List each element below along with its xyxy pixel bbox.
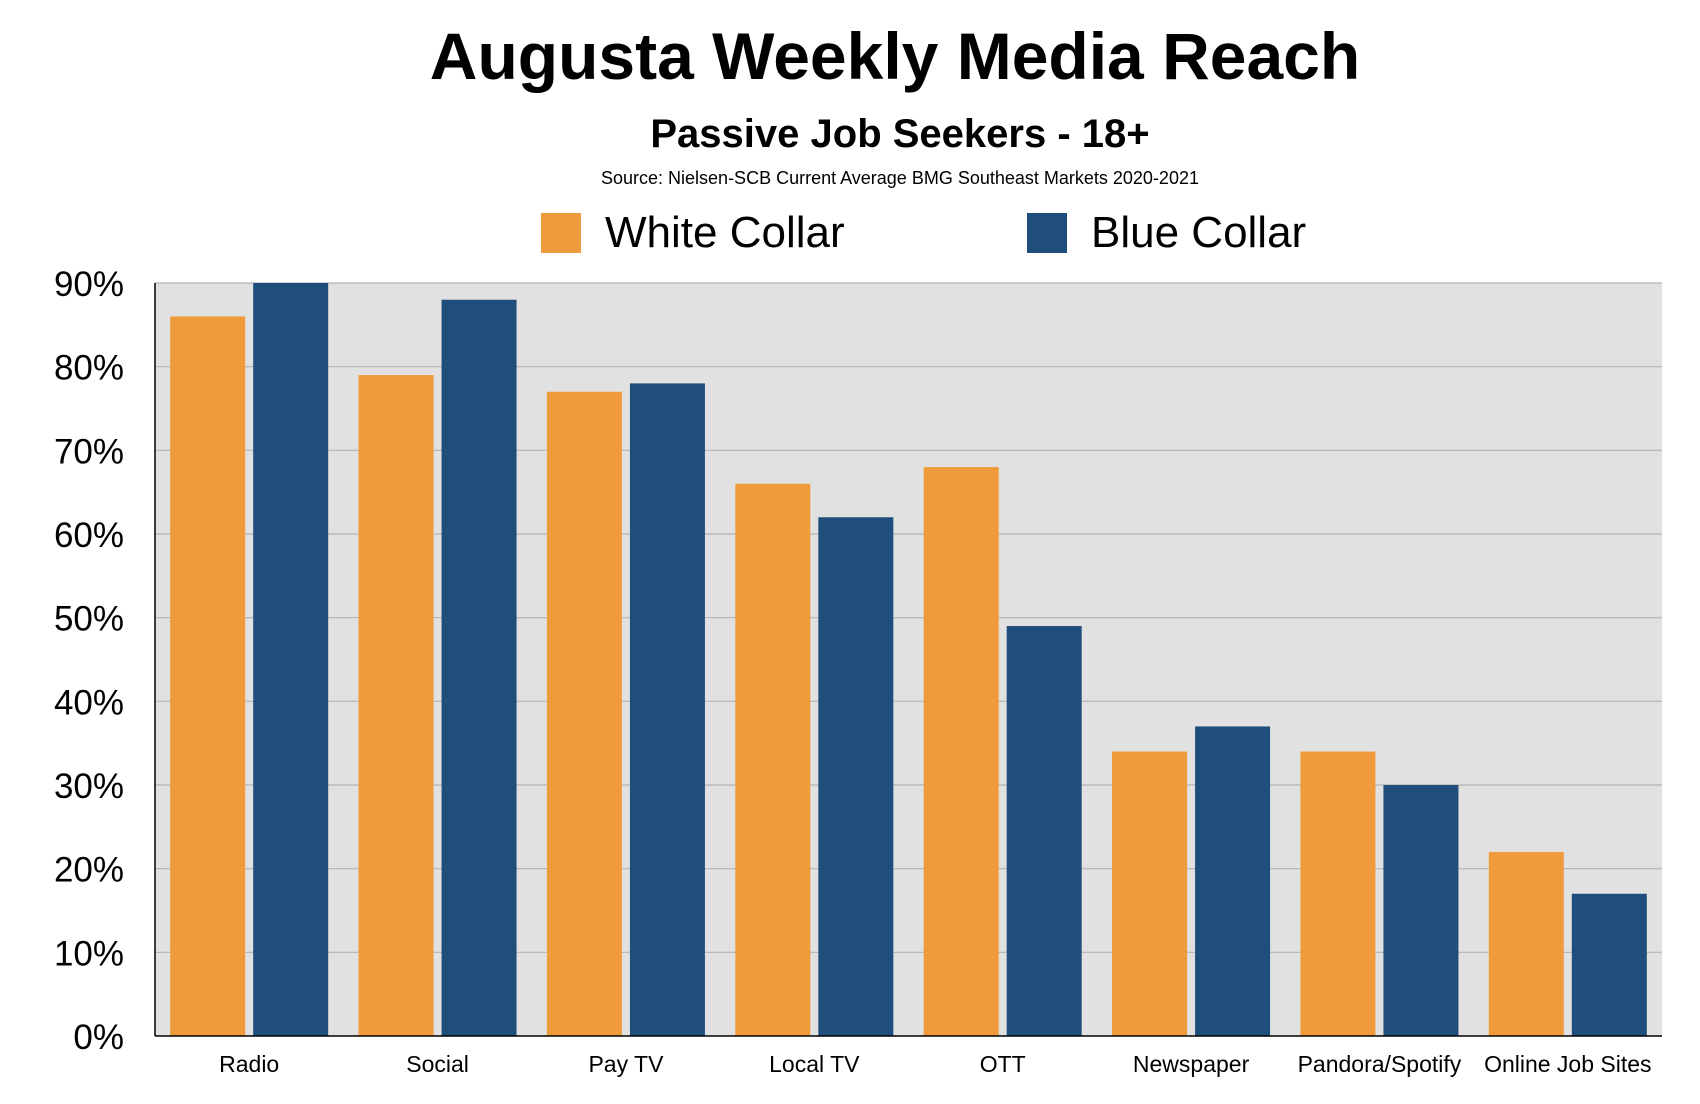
x-tick-label-ott: OTT	[980, 1051, 1026, 1077]
chart-source-note: Source: Nielsen-SCB Current Average BMG …	[601, 168, 1199, 188]
y-tick-label-30: 30%	[54, 767, 124, 806]
y-tick-label-60: 60%	[54, 516, 124, 555]
legend-item-white-collar: White Collar	[541, 208, 845, 258]
bar-ott-blue-collar	[1006, 626, 1082, 1036]
legend-swatch-blue-collar	[1027, 213, 1067, 253]
y-tick-label-50: 50%	[54, 600, 124, 639]
legend-label-white-collar: White Collar	[605, 208, 845, 257]
chart-subtitle: Passive Job Seekers - 18+	[650, 112, 1150, 156]
x-tick-label-newspaper: Newspaper	[1133, 1051, 1250, 1077]
x-tick-label-local-tv: Local TV	[769, 1051, 860, 1077]
legend-swatch-white-collar	[541, 213, 581, 253]
bar-pandora-spotify-blue-collar	[1383, 785, 1459, 1036]
x-tick-label-social: Social	[406, 1051, 469, 1077]
legend-item-blue-collar: Blue Collar	[1027, 208, 1306, 258]
legend-label-blue-collar: Blue Collar	[1091, 208, 1307, 257]
y-tick-label-20: 20%	[54, 851, 124, 890]
x-tick-label-pandora-spotify: Pandora/Spotify	[1298, 1051, 1462, 1077]
bar-newspaper-blue-collar	[1195, 726, 1271, 1036]
y-tick-label-70: 70%	[54, 432, 124, 471]
bar-radio-blue-collar	[253, 283, 329, 1036]
x-tick-label-pay-tv: Pay TV	[588, 1051, 664, 1077]
y-tick-label-0: 0%	[73, 1018, 124, 1057]
y-tick-label-80: 80%	[54, 349, 124, 388]
bar-newspaper-white-collar	[1112, 751, 1188, 1036]
bar-online-job-sites-blue-collar	[1571, 893, 1647, 1036]
y-tick-label-90: 90%	[54, 265, 124, 304]
bar-pay-tv-white-collar	[546, 391, 622, 1036]
bar-local-tv-blue-collar	[818, 517, 894, 1036]
bar-pay-tv-blue-collar	[629, 383, 705, 1036]
y-tick-label-10: 10%	[54, 934, 124, 973]
chart-title: Augusta Weekly Media Reach	[429, 19, 1361, 93]
bar-radio-white-collar	[170, 316, 246, 1036]
chart-legend: White Collar Blue Collar	[0, 208, 1700, 268]
bar-social-blue-collar	[441, 299, 517, 1036]
bar-social-white-collar	[358, 375, 434, 1036]
bar-online-job-sites-white-collar	[1488, 851, 1564, 1036]
y-tick-label-40: 40%	[54, 683, 124, 722]
bar-local-tv-white-collar	[735, 483, 811, 1036]
x-tick-label-online-job-sites: Online Job Sites	[1484, 1051, 1651, 1077]
x-tick-label-radio: Radio	[219, 1051, 279, 1077]
bar-ott-white-collar	[923, 467, 999, 1037]
bar-pandora-spotify-white-collar	[1300, 751, 1376, 1036]
